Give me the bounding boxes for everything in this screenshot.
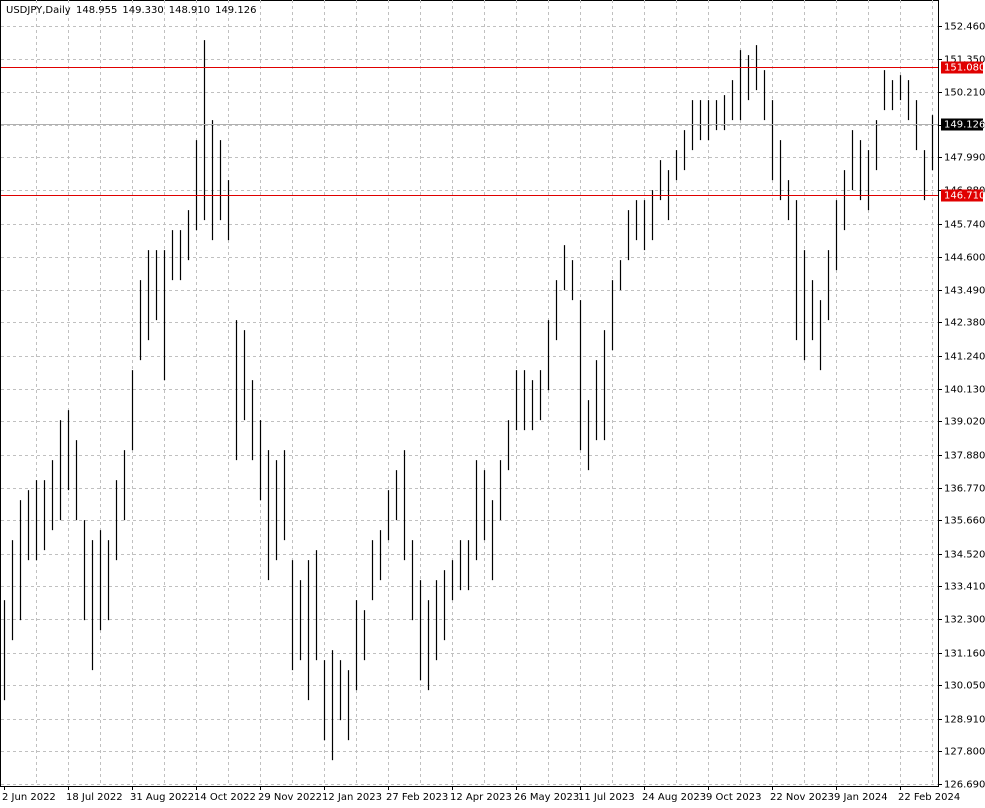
- x-tick-label: 18 Jul 2022: [66, 792, 123, 803]
- header-value: 148.910: [169, 5, 210, 16]
- x-tick-label: 14 Oct 2022: [194, 792, 256, 803]
- y-tick-label: 128.910: [944, 715, 985, 726]
- y-tick-label: 130.050: [944, 681, 985, 692]
- x-tick-label: 29 Nov 2022: [258, 792, 322, 803]
- y-tick-label: 134.520: [944, 550, 985, 561]
- y-tick-label: 132.300: [944, 615, 985, 626]
- y-tick-label: 136.770: [944, 484, 985, 495]
- x-tick-label: 12 Apr 2023: [450, 792, 512, 803]
- x-tick-label: 31 Aug 2022: [130, 792, 194, 803]
- level-label: 146.710: [944, 191, 985, 202]
- y-tick-label: 137.880: [944, 451, 985, 462]
- y-tick-label: 152.460: [944, 22, 985, 33]
- x-tick-label: 27 Feb 2023: [386, 792, 448, 803]
- x-tick-label: 26 May 2023: [514, 792, 579, 803]
- x-tick-label: 12 Jan 2023: [322, 792, 382, 803]
- y-tick-label: 143.490: [944, 286, 985, 297]
- y-tick-label: 127.800: [944, 747, 985, 758]
- x-tick-label: 22 Nov 2023: [770, 792, 834, 803]
- y-tick-label: 145.740: [944, 220, 985, 231]
- y-tick-label: 140.130: [944, 385, 985, 396]
- y-tick-label: 139.020: [944, 417, 985, 428]
- y-tick-label: 141.240: [944, 352, 985, 363]
- header-values: 148.955 149.330 148.910 149.126: [76, 5, 256, 16]
- level-label-box: [941, 61, 983, 74]
- y-tick-label: 133.410: [944, 582, 985, 593]
- x-tick-label: 24 Aug 2023: [642, 792, 706, 803]
- y-tick-label: 144.600: [944, 253, 985, 264]
- y-tick-label: 142.380: [944, 318, 985, 329]
- level-label-box: [941, 189, 983, 202]
- plot-frame: [0, 0, 939, 787]
- x-tick-label: 2 Jun 2022: [2, 792, 56, 803]
- level-label-box: [941, 118, 983, 131]
- symbol: USDJPY,Daily: [6, 5, 71, 16]
- axes: 152.460151.350150.210149.100147.990146.8…: [2, 22, 985, 804]
- y-tick-label: 131.160: [944, 649, 985, 660]
- y-tick-label: 151.350: [944, 55, 985, 66]
- y-tick-label: 126.690: [944, 780, 985, 791]
- x-tick-label: 11 Jul 2023: [578, 792, 635, 803]
- x-tick-label: 9 Jan 2024: [834, 792, 888, 803]
- header-value: 149.126: [215, 5, 256, 16]
- x-tick-label: 22 Feb 2024: [898, 792, 960, 803]
- y-tick-label: 147.990: [944, 153, 985, 164]
- grid: [1, 0, 938, 786]
- bars: [1, 40, 938, 761]
- x-tick-label: 9 Oct 2023: [706, 792, 761, 803]
- header-value: 149.330: [122, 5, 163, 16]
- y-tick-label: 150.210: [944, 88, 985, 99]
- level-label: 151.080: [944, 63, 985, 74]
- header-value: 148.955: [76, 5, 117, 16]
- y-tick-label: 135.660: [944, 516, 985, 527]
- level-label: 149.126: [944, 120, 985, 131]
